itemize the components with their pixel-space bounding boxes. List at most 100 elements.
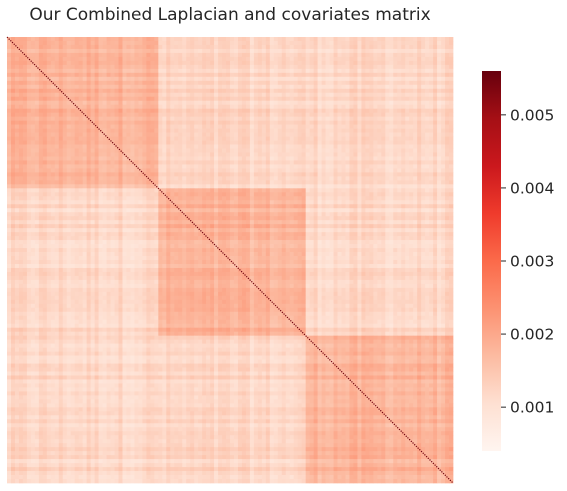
heatmap-cell [70,116,76,121]
heatmap-cell [230,184,235,189]
heatmap-cell [178,212,183,217]
heatmap-cell [74,196,80,201]
heatmap-cell [14,37,20,42]
heatmap-cell [222,37,227,42]
heatmap-cell [58,124,64,129]
heatmap-cell [393,148,398,153]
heatmap-cell [421,64,426,70]
heatmap-cell [241,204,247,209]
heatmap-cell [34,172,40,177]
heatmap-cell [409,40,414,46]
heatmap-cell [142,164,147,169]
heatmap-cell [58,144,64,149]
heatmap-cell [421,72,426,78]
heatmap-cell [166,156,171,161]
heatmap-cell [281,80,287,86]
heatmap-cell [233,152,239,157]
heatmap-cell [202,48,207,54]
heatmap-cell [325,180,330,185]
heatmap-cell [170,48,175,54]
heatmap-cell [297,60,303,66]
heatmap-cell [66,44,72,50]
heatmap-cell [373,172,378,177]
heatmap-cell [349,120,354,125]
heatmap-cell [130,148,135,153]
heatmap-cell [301,80,307,86]
heatmap-cell [445,184,450,189]
heatmap-cell [122,80,127,86]
heatmap-cell [98,160,103,165]
heatmap-cell [142,140,147,145]
heatmap-cell [245,72,251,78]
heatmap-cell [106,96,111,102]
heatmap-cell [130,92,135,98]
heatmap-cell [7,56,12,62]
heatmap-cell [253,88,259,94]
heatmap-cell [417,40,422,46]
heatmap-cell [22,152,28,157]
heatmap-cell [26,212,32,217]
heatmap-cell [126,152,131,157]
heatmap-cell [389,128,394,133]
heatmap-cell [353,124,358,129]
heatmap-cell [297,192,303,197]
heatmap-cell [190,132,195,137]
heatmap-cell [313,192,318,197]
heatmap-cell [325,92,330,98]
heatmap-cell [182,96,187,102]
heatmap-cell [174,188,179,193]
heatmap-cell [417,204,422,209]
heatmap-cell [7,188,12,193]
heatmap-cell [437,56,442,62]
heatmap-cell [138,60,143,66]
heatmap-cell [114,208,119,213]
heatmap-cell [305,172,310,177]
heatmap-cell [26,68,32,74]
heatmap-cell [82,208,87,213]
heatmap-cell [114,37,119,42]
heatmap-cell [26,116,32,121]
heatmap-cell [301,112,307,117]
heatmap-cell [265,176,271,181]
heatmap-cell [190,68,195,74]
heatmap-cell [289,96,295,102]
heatmap-cell [170,116,175,121]
heatmap-cell [202,184,207,189]
heatmap-cell [138,76,143,82]
heatmap-cell [345,188,350,193]
heatmap-cell [54,116,60,121]
heatmap-cell [110,184,115,189]
heatmap-cell [142,112,147,117]
heatmap-cell [10,68,16,74]
heatmap-cell [34,68,40,74]
heatmap-cell [317,80,322,86]
heatmap-cell [18,128,24,133]
heatmap-cell [30,116,36,121]
heatmap-cell [233,88,239,94]
heatmap-cell [42,108,48,114]
heatmap-cell [150,148,155,153]
heatmap-cell [22,136,28,141]
heatmap-cell [333,112,338,117]
heatmap-cell [66,37,72,42]
heatmap-cell [30,188,36,193]
heatmap-cell [301,96,307,102]
heatmap-cell [417,84,422,90]
heatmap-cell [253,100,259,106]
heatmap-cell [158,152,163,157]
heatmap-cell [206,96,211,102]
heatmap-cell [146,184,151,189]
heatmap-cell [417,56,422,62]
heatmap-cell [401,196,406,201]
heatmap-cell [401,104,406,110]
heatmap-cell [317,140,322,145]
heatmap-cell [46,152,52,157]
heatmap-cell [329,144,334,149]
heatmap-cell [7,164,12,169]
heatmap-cell [377,144,382,149]
heatmap-cell [237,92,243,98]
heatmap-cell [82,128,87,133]
heatmap-cell [249,192,255,197]
heatmap-cell [261,164,267,169]
heatmap-cell [397,164,402,169]
